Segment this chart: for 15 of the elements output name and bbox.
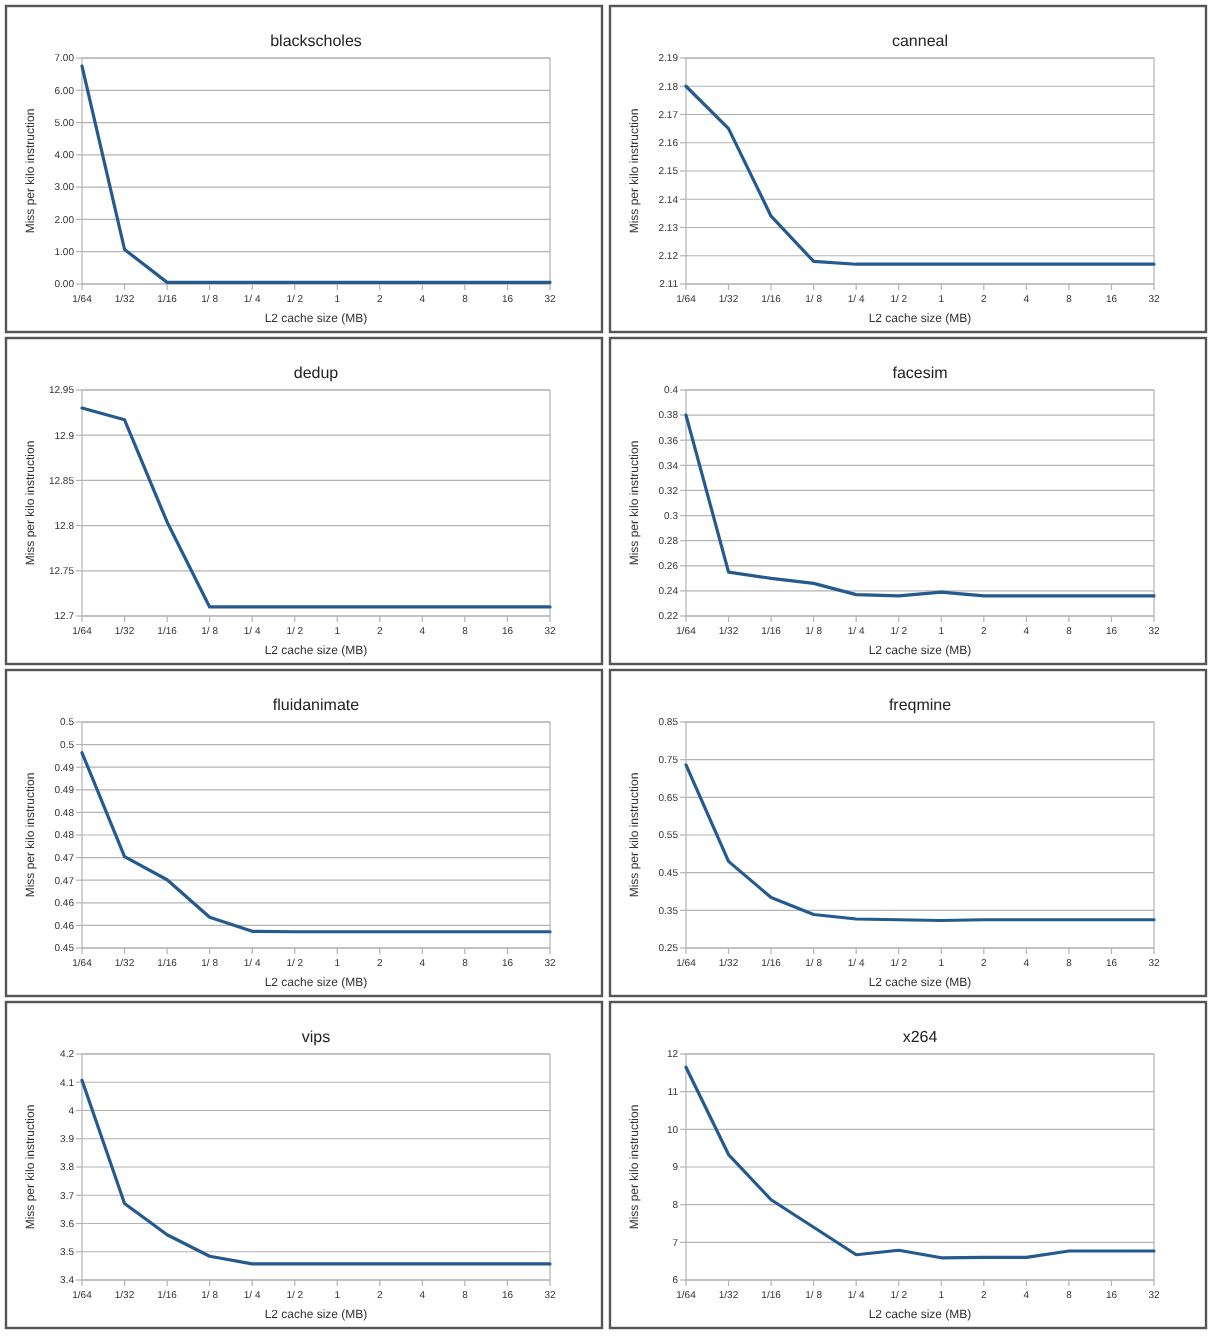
chart-title: x264 — [902, 1028, 939, 1046]
line-series — [80, 751, 552, 934]
line-series — [80, 406, 552, 609]
chart-title: dedup — [293, 364, 340, 382]
line-series — [684, 413, 1156, 598]
chart-title: blackscholes — [270, 32, 362, 50]
line-series — [684, 1065, 1156, 1260]
chart-title: freqmine — [888, 696, 953, 714]
chart-title: facesim — [892, 364, 949, 382]
chart-title: fluidanimate — [272, 696, 361, 714]
line-series — [684, 84, 1156, 266]
line-series — [684, 763, 1156, 923]
line-series — [80, 1078, 552, 1266]
chart-title: vips — [301, 1028, 331, 1046]
chart-title: canneal — [891, 32, 949, 50]
